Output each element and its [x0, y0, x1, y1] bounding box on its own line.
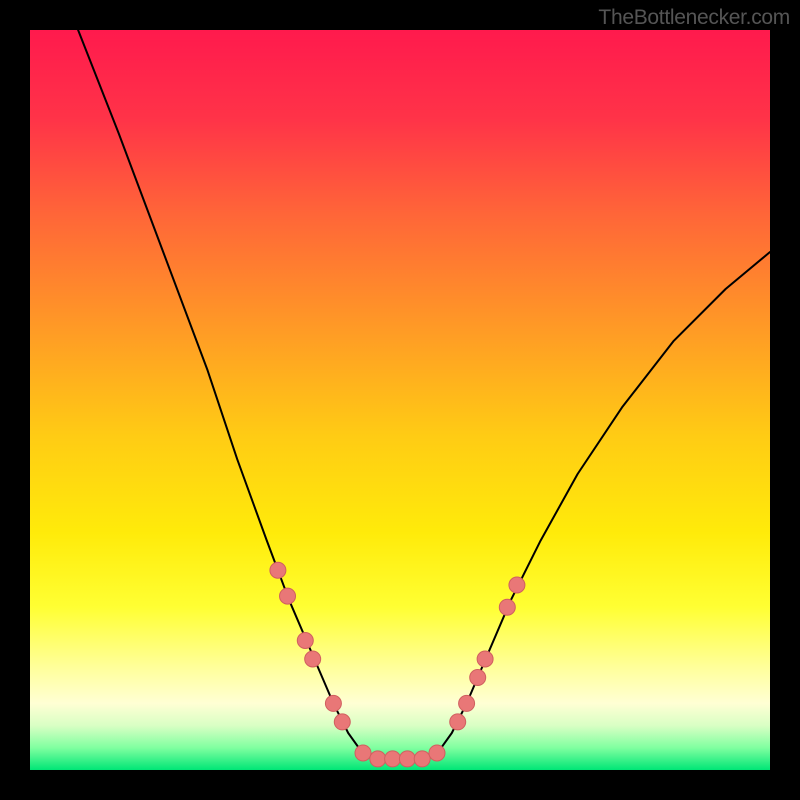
data-marker: [280, 588, 296, 604]
data-marker: [429, 745, 445, 761]
data-marker: [370, 751, 386, 767]
data-marker: [459, 695, 475, 711]
data-marker: [399, 751, 415, 767]
watermark-text: TheBottlenecker.com: [598, 6, 790, 30]
data-marker: [450, 714, 466, 730]
data-marker: [477, 651, 493, 667]
data-marker: [305, 651, 321, 667]
data-marker: [355, 745, 371, 761]
data-marker: [297, 633, 313, 649]
bottleneck-chart: [0, 0, 800, 800]
data-marker: [325, 695, 341, 711]
plot-background: [30, 30, 770, 770]
data-marker: [509, 577, 525, 593]
chart-container: TheBottlenecker.com: [0, 0, 800, 800]
data-marker: [385, 751, 401, 767]
data-marker: [270, 562, 286, 578]
data-marker: [470, 670, 486, 686]
data-marker: [414, 751, 430, 767]
data-marker: [334, 714, 350, 730]
data-marker: [499, 599, 515, 615]
